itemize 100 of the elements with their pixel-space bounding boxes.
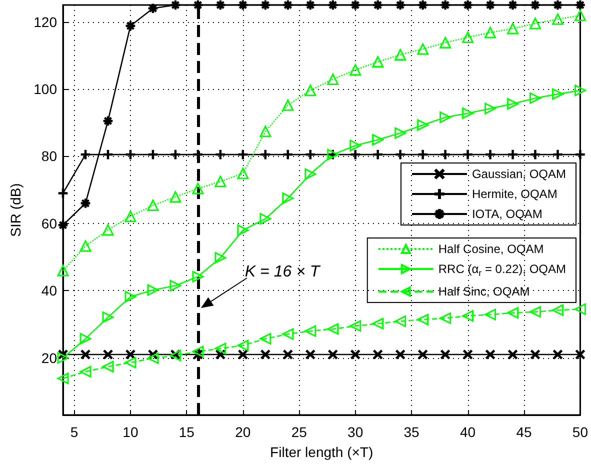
point <box>484 308 496 320</box>
point <box>440 111 452 123</box>
x-tick-label: 10 <box>122 424 138 440</box>
legend-label: Gaussian, OQAM <box>472 167 566 181</box>
point <box>306 150 316 160</box>
point <box>147 352 159 364</box>
x-axis-title: Filter length (×T) <box>270 444 374 460</box>
point <box>57 372 69 384</box>
point <box>373 350 382 360</box>
point <box>80 366 92 378</box>
point <box>80 350 90 360</box>
point <box>148 150 158 160</box>
point <box>418 0 428 10</box>
point <box>418 350 428 360</box>
point <box>530 350 540 360</box>
point <box>350 64 362 76</box>
point <box>103 350 113 360</box>
point <box>372 134 384 146</box>
point <box>417 314 429 326</box>
point <box>80 332 92 344</box>
point <box>529 92 541 104</box>
point <box>124 356 136 368</box>
point <box>214 176 226 188</box>
legend-label: Half Cosine, OQAM <box>438 242 544 256</box>
point <box>529 18 541 30</box>
y-tick-label: 60 <box>41 215 58 232</box>
point <box>148 4 158 14</box>
point <box>237 340 249 352</box>
point <box>328 350 338 360</box>
point <box>462 107 474 119</box>
point <box>440 150 450 160</box>
point <box>372 318 384 330</box>
point <box>260 126 272 138</box>
point <box>170 280 182 292</box>
point <box>147 200 159 212</box>
point <box>552 88 564 100</box>
point <box>486 150 495 160</box>
point <box>126 21 136 30</box>
point <box>350 320 362 332</box>
point <box>553 350 562 360</box>
point <box>282 328 294 340</box>
point <box>102 224 114 236</box>
point <box>463 350 472 360</box>
point <box>80 240 92 252</box>
point <box>57 264 69 276</box>
point <box>102 311 114 323</box>
point <box>463 0 472 10</box>
point <box>192 182 204 194</box>
point <box>484 102 496 114</box>
point <box>193 0 203 10</box>
point <box>350 140 362 152</box>
point <box>396 150 405 160</box>
point <box>238 0 248 10</box>
ref-line-label: K = 16 × T <box>244 264 321 280</box>
point <box>440 36 452 48</box>
point <box>394 127 406 139</box>
point <box>418 150 428 160</box>
point <box>373 0 382 10</box>
point <box>440 312 452 324</box>
point <box>304 325 316 337</box>
point <box>508 150 518 160</box>
y-tick-label: 40 <box>41 282 58 299</box>
point <box>373 150 382 160</box>
x-tick-label: 45 <box>516 424 532 440</box>
point <box>126 150 136 160</box>
x-tick-label: 25 <box>291 424 308 440</box>
point <box>260 150 270 160</box>
point <box>417 43 429 55</box>
point <box>530 0 540 10</box>
point <box>58 188 68 198</box>
x-tick-label: 20 <box>235 424 251 440</box>
point <box>440 0 450 10</box>
point <box>238 150 248 160</box>
point <box>170 0 180 10</box>
point <box>80 150 90 160</box>
point <box>350 150 360 160</box>
point <box>462 310 474 322</box>
point <box>350 350 360 360</box>
point <box>304 84 316 96</box>
point <box>282 192 294 204</box>
point <box>486 350 495 360</box>
point <box>260 0 270 10</box>
point <box>192 270 204 282</box>
point <box>260 332 272 344</box>
x-tick-label: 5 <box>70 424 78 440</box>
point <box>306 350 316 360</box>
point <box>282 99 294 111</box>
point <box>57 352 69 364</box>
point <box>214 252 226 264</box>
point <box>237 168 249 180</box>
point <box>283 0 293 10</box>
point <box>80 198 90 208</box>
x-tick-label: 15 <box>178 424 195 440</box>
point <box>192 346 204 358</box>
point <box>214 342 226 354</box>
legend-label: Hermite, OQAM <box>472 187 558 201</box>
point <box>216 0 226 10</box>
legend-label: Half Sinc, OQAM <box>438 284 530 298</box>
point <box>238 350 248 360</box>
point <box>507 307 518 319</box>
